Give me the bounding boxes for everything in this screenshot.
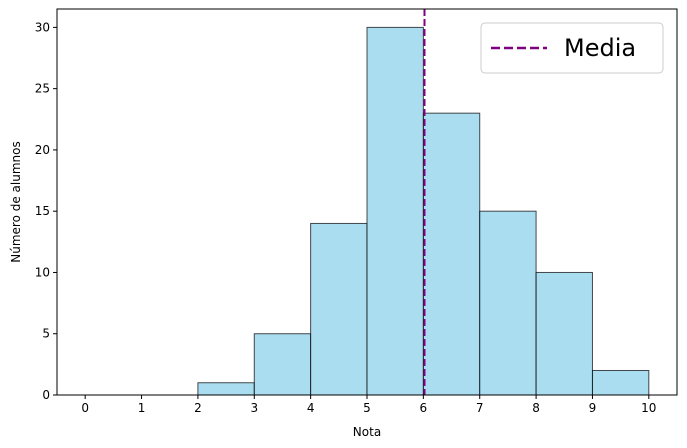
bar: [535, 271, 593, 396]
bar: [479, 210, 537, 396]
y-tick-label: 15: [35, 204, 50, 218]
x-tick-label: 1: [138, 401, 146, 415]
bar: [253, 333, 312, 396]
x-tick-label: 6: [420, 401, 428, 415]
x-tick-label: 0: [81, 401, 89, 415]
x-tick-label: 7: [476, 401, 484, 415]
bar: [366, 26, 424, 396]
x-tick-label: 4: [307, 401, 315, 415]
x-tick-label: 8: [532, 401, 540, 415]
y-tick-label: 0: [42, 388, 50, 402]
legend-box: [480, 22, 664, 74]
axes-frame: [56, 8, 678, 396]
y-tick-label: 30: [35, 20, 50, 34]
y-tick-label: 25: [35, 82, 50, 96]
legend-label: Media: [564, 34, 636, 62]
y-tick-label: 5: [42, 327, 50, 341]
y-tick-label: 20: [35, 143, 50, 157]
x-tick-label: 10: [641, 401, 656, 415]
y-tick-label: 10: [35, 265, 50, 279]
bar: [197, 382, 255, 396]
x-tick-label: 5: [363, 401, 371, 415]
y-axis-label: Número de alumnos: [9, 141, 23, 262]
x-tick-label: 2: [194, 401, 202, 415]
bar: [591, 369, 650, 396]
x-tick-label: 9: [589, 401, 597, 415]
bar: [310, 222, 368, 396]
x-tick-label: 3: [250, 401, 258, 415]
x-axis-label: Nota: [353, 425, 381, 439]
bar: [422, 112, 481, 396]
